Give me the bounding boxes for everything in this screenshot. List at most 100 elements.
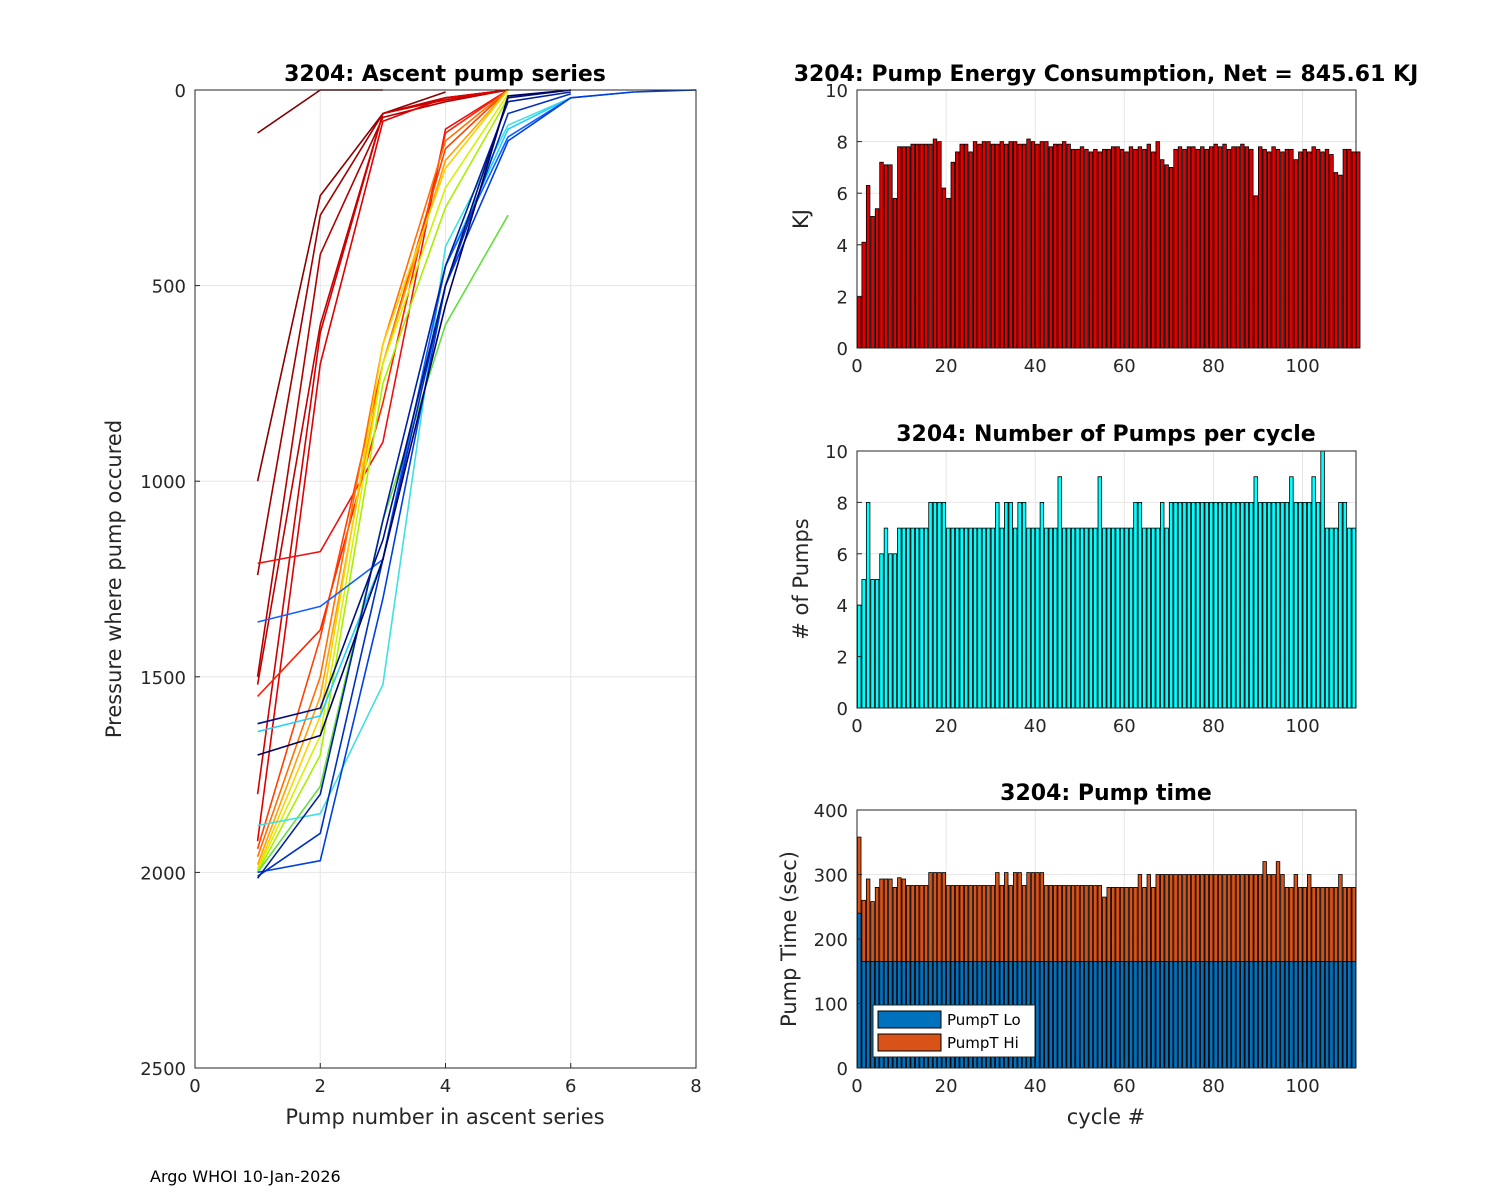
bar-pumpt-lo — [1142, 961, 1147, 1069]
bar — [1253, 195, 1258, 349]
bar — [857, 295, 862, 349]
bar-pumpt-lo — [1235, 961, 1241, 1069]
bar-pumpt-lo — [1173, 961, 1178, 1069]
bar-pumpt-lo — [1298, 961, 1303, 1069]
bar — [1070, 148, 1076, 349]
x-tick-label: 0 — [851, 716, 862, 737]
bar — [972, 527, 978, 709]
bar — [910, 527, 915, 709]
energy-axis-ticks: 0 20 40 60 80 100 0 2 4 6 8 10 — [825, 81, 1320, 377]
x-tick-label: 4 — [440, 1076, 451, 1097]
bar — [1173, 501, 1178, 709]
bar — [1231, 146, 1236, 349]
bar — [1102, 148, 1107, 349]
bar — [1195, 501, 1201, 709]
bar — [919, 143, 924, 349]
footer-credit: Argo WHOI 10-Jan-2026 — [150, 1167, 341, 1186]
bar — [1333, 172, 1339, 349]
bar — [1298, 151, 1303, 349]
bar — [1329, 527, 1334, 709]
bar — [1146, 143, 1152, 349]
bar-pumpt-lo — [1044, 961, 1049, 1069]
bar — [999, 527, 1004, 709]
bar — [1079, 527, 1085, 709]
bar — [937, 501, 942, 709]
bar — [861, 579, 866, 709]
bar — [1035, 143, 1040, 349]
bar — [1315, 148, 1321, 349]
y-tick-label: 8 — [837, 493, 848, 514]
legend-label-lo: PumpT Lo — [947, 1011, 1021, 1029]
bar — [1307, 501, 1312, 709]
ascent-chart-title: 3204: Ascent pump series — [284, 62, 606, 87]
bar — [892, 553, 898, 709]
bar — [1026, 138, 1031, 349]
energy-panel: 0 20 40 60 80 100 0 2 4 6 8 10 3204: Pump Energy Co… — [789, 62, 1418, 377]
bar — [1057, 476, 1062, 709]
bar-pumpt-lo — [1240, 961, 1245, 1069]
bar-pumpt-lo — [1266, 961, 1272, 1069]
bar — [1168, 501, 1174, 709]
y-tick-label: 400 — [814, 801, 848, 822]
bar-pumpt-lo — [1119, 961, 1125, 1069]
bar-pumpt-lo — [857, 912, 862, 1069]
bar-pumpt-lo — [1213, 961, 1218, 1069]
bar — [923, 527, 929, 709]
y-tick-label: 10 — [825, 442, 848, 463]
pumps-axis-ticks: 0 20 40 60 80 100 0 2 4 6 8 10 — [825, 442, 1320, 737]
ascent-x-axis-label: Pump number in ascent series — [285, 1105, 604, 1129]
bar-pumpt-lo — [1231, 961, 1236, 1069]
bar — [1177, 146, 1183, 349]
bar — [1262, 501, 1267, 709]
bar — [1173, 148, 1178, 349]
legend-swatch-hi — [877, 1033, 942, 1052]
bar — [1275, 501, 1281, 709]
y-tick-label: 0 — [837, 699, 848, 720]
x-tick-label: 80 — [1202, 356, 1225, 377]
bar — [937, 141, 942, 349]
bar — [1271, 501, 1276, 709]
bar — [1244, 146, 1250, 349]
energy-chart-title: 3204: Pump Energy Consumption, Net = 845… — [794, 62, 1419, 87]
bar — [1128, 527, 1134, 709]
bar — [1191, 146, 1196, 349]
bar — [963, 143, 969, 349]
bar — [1044, 527, 1049, 709]
bar — [1222, 143, 1227, 349]
bar — [1106, 148, 1111, 349]
bar — [883, 527, 889, 709]
bar — [1195, 148, 1201, 349]
legend-label-hi: PumpT Hi — [947, 1034, 1019, 1052]
series-line-c8 — [257, 89, 509, 697]
bar — [914, 527, 920, 709]
bar-pumpt-lo — [1289, 961, 1294, 1069]
bar — [1209, 146, 1214, 349]
bar — [1088, 527, 1094, 709]
bar-pumpt-lo — [1039, 961, 1045, 1069]
bar — [1186, 501, 1192, 709]
bar — [1097, 476, 1102, 709]
pumps-per-cycle-panel: 0 20 40 60 80 100 0 2 4 6 8 10 3204: Number of Pump… — [789, 422, 1357, 737]
bar — [995, 143, 1000, 349]
bar — [1111, 146, 1116, 349]
bar — [1075, 148, 1080, 349]
bar — [1231, 501, 1236, 709]
bar — [1093, 527, 1098, 709]
bar-pumpt-lo — [1249, 961, 1254, 1069]
bar-pumpt-lo — [1128, 961, 1134, 1069]
bar — [1115, 146, 1120, 349]
bar — [1021, 143, 1027, 349]
bar-pumpt-lo — [1222, 961, 1227, 1069]
bar — [1226, 148, 1232, 349]
bar — [959, 143, 964, 349]
bar — [990, 143, 996, 349]
bar-pumpt-lo — [1258, 961, 1263, 1069]
bar — [990, 527, 996, 709]
bar-pumpt-lo — [1253, 961, 1258, 1069]
bar — [986, 527, 991, 709]
bar-pumpt-lo — [1070, 961, 1076, 1069]
energy-bars — [857, 138, 1361, 349]
bar — [861, 241, 866, 349]
bar — [1351, 527, 1356, 709]
